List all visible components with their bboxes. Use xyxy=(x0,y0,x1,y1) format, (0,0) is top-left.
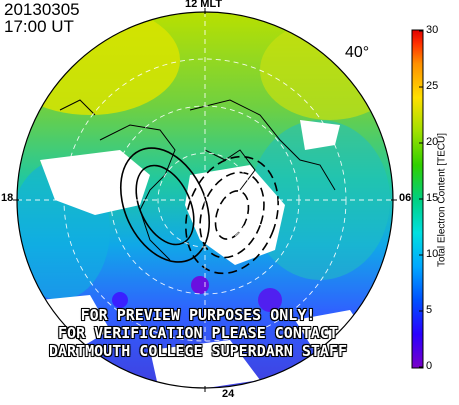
colorbar-tick-0: 0 xyxy=(426,360,433,372)
date-label: 20130305 xyxy=(4,0,80,19)
latitude-label: 40° xyxy=(345,44,370,61)
mlt-label-18: 18 xyxy=(1,192,14,204)
mlt-label-06: 06 xyxy=(399,192,412,204)
watermark-line-1: FOR PREVIEW PURPOSES ONLY! xyxy=(80,306,316,324)
lat-grid xyxy=(17,12,393,388)
colorbar-tick-30: 30 xyxy=(426,24,439,36)
colorbar-tick-15: 15 xyxy=(426,192,439,204)
mlt-label-12: 12 MLT xyxy=(185,0,223,10)
colorbar-tick-20: 20 xyxy=(426,136,439,148)
mlt-label-24: 24 xyxy=(222,388,235,400)
colorbar-tick-10: 10 xyxy=(426,248,439,260)
time-label: 17:00 UT xyxy=(4,17,74,36)
convection-contours xyxy=(119,147,279,275)
watermark-line-3: DARTMOUTH COLLEGE SUPERDARN STAFF xyxy=(48,342,347,360)
colorbar-ticks xyxy=(419,30,423,368)
mlt-ticks xyxy=(13,8,397,392)
colorbar-tick-25: 25 xyxy=(426,80,439,92)
colorbar-tick-5: 5 xyxy=(426,304,433,316)
watermark-line-2: FOR VERIFICATION PLEASE CONTACT xyxy=(58,324,338,342)
